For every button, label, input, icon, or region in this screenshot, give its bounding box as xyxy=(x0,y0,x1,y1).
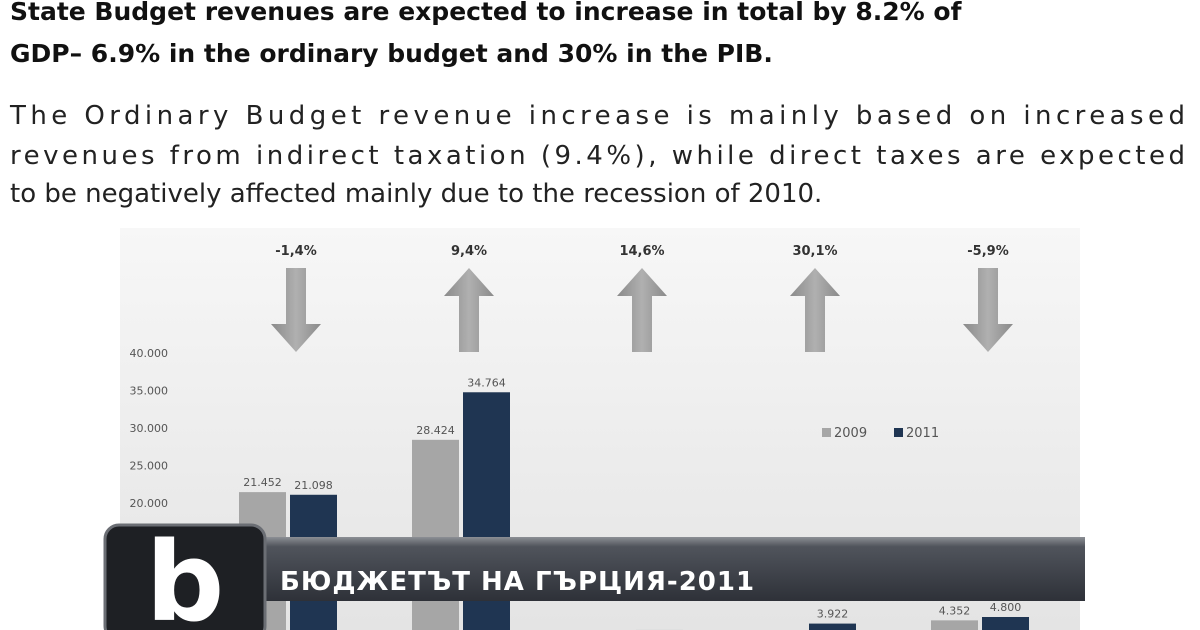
value-label: 4.352 xyxy=(939,604,971,617)
annotation-label: 30,1% xyxy=(792,244,837,259)
legend-label: 2009 xyxy=(834,426,867,441)
value-label: 4.800 xyxy=(990,601,1022,614)
bar xyxy=(412,439,459,630)
paragraph: to be negatively affected mainly due to … xyxy=(10,179,822,209)
value-label: 21.452 xyxy=(243,476,282,489)
annotation-label: -1,4% xyxy=(275,244,316,259)
banner: b БЮДЖЕТЪТ НА ГЪРЦИЯ-2011 xyxy=(103,518,1085,630)
banner-title: БЮДЖЕТЪТ НА ГЪРЦИЯ-2011 xyxy=(280,567,755,597)
bar xyxy=(982,617,1029,630)
headline: State Budget revenues are expected to in… xyxy=(10,0,963,26)
annotation-label: -5,9% xyxy=(967,244,1008,259)
banner-bar xyxy=(110,537,1085,601)
y-tick-label: 20.000 xyxy=(130,497,169,510)
legend-label: 2011 xyxy=(906,426,939,441)
value-label: 34.764 xyxy=(467,376,506,389)
bar xyxy=(809,623,856,630)
headline: GDP– 6.9% in the ordinary budget and 30%… xyxy=(10,39,773,68)
y-tick-label: 25.000 xyxy=(130,460,169,473)
annotation-label: 14,6% xyxy=(619,244,664,259)
bar xyxy=(931,620,978,630)
arrow xyxy=(963,268,1013,352)
paragraph: revenues from indirect taxation (9.4%), … xyxy=(10,141,1185,171)
arrow xyxy=(444,268,494,352)
legend-swatch xyxy=(894,428,903,437)
arrow xyxy=(617,268,667,352)
logo-box xyxy=(103,523,267,630)
value-label: 28.424 xyxy=(416,424,455,437)
annotation-label: 9,4% xyxy=(451,244,487,259)
value-label: 21.098 xyxy=(294,479,333,492)
value-label: 3.922 xyxy=(817,608,849,621)
legend-swatch xyxy=(822,428,831,437)
arrow xyxy=(790,268,840,352)
y-tick-label: 35.000 xyxy=(130,385,169,398)
y-tick-label: 40.000 xyxy=(130,347,169,360)
logo: b xyxy=(146,518,225,630)
arrow xyxy=(271,268,321,352)
y-tick-label: 30.000 xyxy=(130,422,169,435)
paragraph: The Ordinary Budget revenue increase is … xyxy=(9,101,1185,131)
